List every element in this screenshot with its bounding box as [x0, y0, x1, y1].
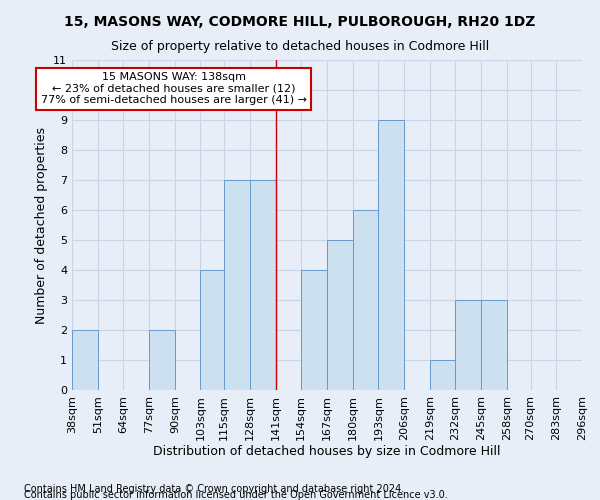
Y-axis label: Number of detached properties: Number of detached properties — [35, 126, 47, 324]
Bar — [430, 360, 455, 390]
Bar — [379, 120, 404, 390]
Text: Size of property relative to detached houses in Codmore Hill: Size of property relative to detached ho… — [111, 40, 489, 53]
Text: Contains HM Land Registry data © Crown copyright and database right 2024.: Contains HM Land Registry data © Crown c… — [24, 484, 404, 494]
Bar — [250, 180, 275, 390]
Bar — [327, 240, 353, 390]
Bar — [353, 210, 379, 390]
Bar — [481, 300, 507, 390]
Bar — [224, 180, 250, 390]
Bar — [72, 330, 98, 390]
Bar — [301, 270, 327, 390]
Bar — [149, 330, 175, 390]
Bar — [200, 270, 226, 390]
X-axis label: Distribution of detached houses by size in Codmore Hill: Distribution of detached houses by size … — [153, 446, 501, 458]
Text: 15 MASONS WAY: 138sqm
← 23% of detached houses are smaller (12)
77% of semi-deta: 15 MASONS WAY: 138sqm ← 23% of detached … — [41, 72, 307, 105]
Text: 15, MASONS WAY, CODMORE HILL, PULBOROUGH, RH20 1DZ: 15, MASONS WAY, CODMORE HILL, PULBOROUGH… — [64, 15, 536, 29]
Text: Contains public sector information licensed under the Open Government Licence v3: Contains public sector information licen… — [24, 490, 448, 500]
Bar — [455, 300, 481, 390]
